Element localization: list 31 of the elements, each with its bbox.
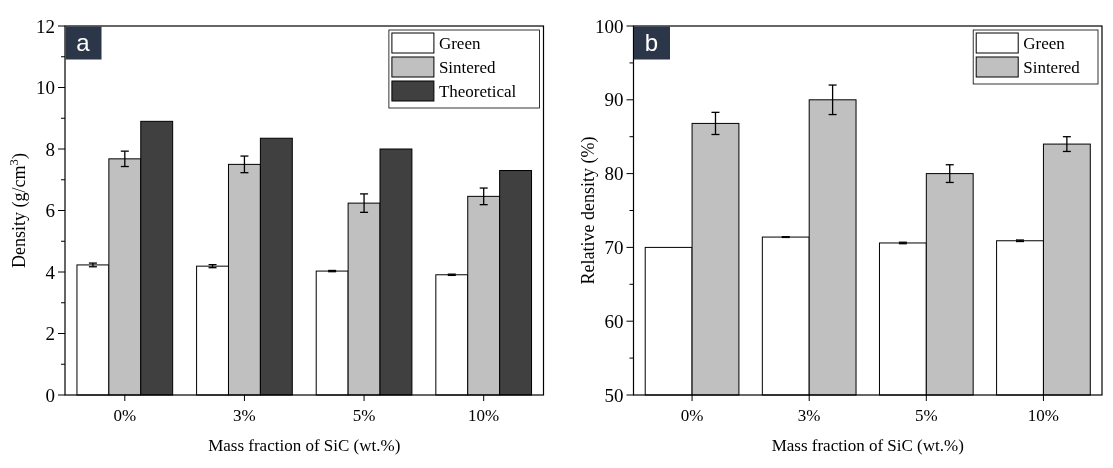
x-tick-label: 10% <box>1027 406 1060 425</box>
y-tick-label: 12 <box>36 15 55 37</box>
y-tick-label: 100 <box>595 15 624 37</box>
x-axis-title: Mass fraction of SiC (wt.%) <box>208 436 401 455</box>
x-axis-title: Mass fraction of SiC (wt.%) <box>771 436 964 455</box>
legend-label: Green <box>438 34 481 53</box>
chart-title: a <box>76 29 91 56</box>
x-tick-label: 5% <box>352 406 376 425</box>
y-tick-label: 4 <box>45 261 56 283</box>
x-tick-label: 0% <box>680 406 704 425</box>
x-tick-label: 0% <box>113 406 137 425</box>
y-tick-label: 90 <box>604 89 624 111</box>
y-tick-label: 8 <box>45 138 55 160</box>
y-tick-label: 70 <box>604 237 624 259</box>
x-tick-label: 3% <box>233 406 256 425</box>
legend-label: Sintered <box>1023 58 1081 77</box>
y-tick-label: 10 <box>36 77 55 99</box>
legend-label: Green <box>1023 34 1066 53</box>
x-tick-label: 10% <box>468 406 500 425</box>
y-tick-label: 50 <box>604 384 624 406</box>
y-tick-label: 0 <box>45 384 55 406</box>
legend-label: Sintered <box>438 58 497 77</box>
y-tick-label: 2 <box>45 323 55 345</box>
x-tick-label: 5% <box>914 406 938 425</box>
x-tick-label: 3% <box>797 406 821 425</box>
y-tick-label: 60 <box>604 310 624 332</box>
legend-label: Theoretical <box>438 82 517 101</box>
y-tick-label: 80 <box>604 163 624 185</box>
y-axis-title: Relative density (%) <box>577 136 599 285</box>
y-tick-label: 6 <box>45 200 55 222</box>
chart-title: b <box>644 29 659 56</box>
